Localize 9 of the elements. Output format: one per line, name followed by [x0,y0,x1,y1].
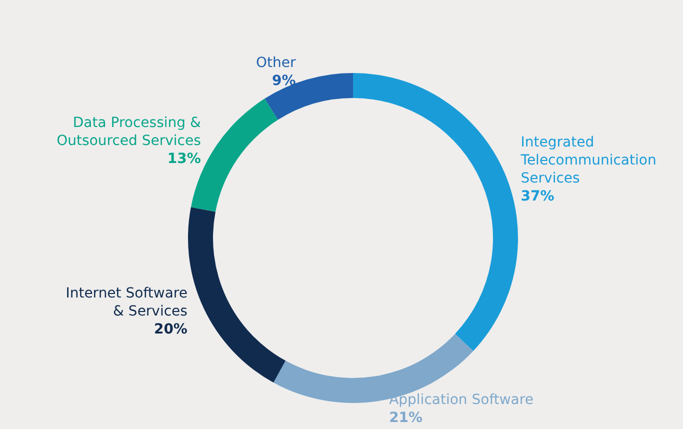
data-label: 20% [154,322,188,338]
data-label: 13% [167,150,201,167]
data-label: 9% [272,72,296,89]
slice-label: Other [256,54,296,71]
data-label: 21% [389,410,423,426]
data-label: 37% [520,188,554,204]
slice-label: Data Processing & Outsourced Services [56,114,201,149]
slice-label: Integrated Telecommunication Services [520,134,656,186]
slice-label: Internet Software & Services [66,286,188,320]
